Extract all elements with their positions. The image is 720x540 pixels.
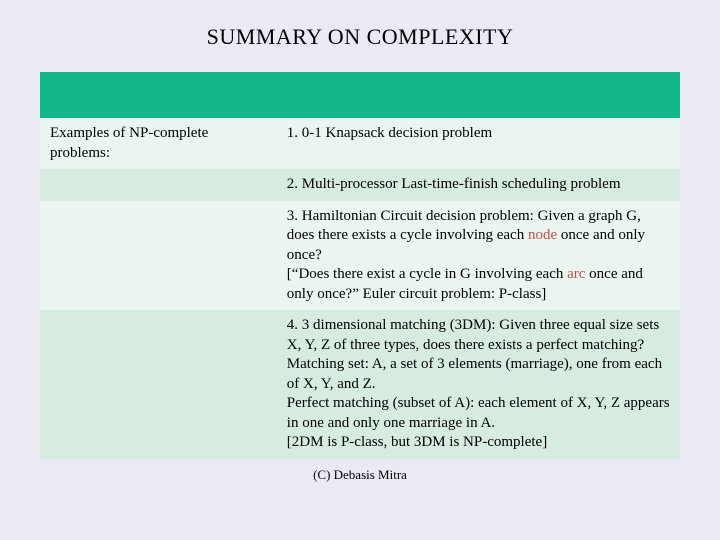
table-row: 2. Multi-processor Last-time-finish sche… — [40, 169, 680, 201]
slide: SUMMARY ON COMPLEXITY Examples of NP-com… — [0, 0, 720, 540]
header-cell-right — [277, 72, 680, 118]
table-row: 4. 3 dimensional matching (3DM): Given t… — [40, 310, 680, 459]
highlight-node: node — [528, 227, 557, 243]
cell-hamiltonian: 3. Hamiltonian Circuit decision problem:… — [277, 201, 680, 311]
cell-empty — [40, 201, 277, 311]
text-segment: [“Does there exist a cycle in G involvin… — [287, 266, 567, 282]
complexity-table: Examples of NP-complete problems: 1. 0-1… — [40, 72, 680, 459]
cell-empty — [40, 310, 277, 459]
footer-copyright: (C) Debasis Mitra — [40, 467, 680, 483]
text-segment: [2DM is P-class, but 3DM is NP-complete] — [287, 434, 547, 450]
table-row: 3. Hamiltonian Circuit decision problem:… — [40, 201, 680, 311]
cell-3dm: 4. 3 dimensional matching (3DM): Given t… — [277, 310, 680, 459]
table-row: Examples of NP-complete problems: 1. 0-1… — [40, 118, 680, 169]
cell-multiprocessor: 2. Multi-processor Last-time-finish sche… — [277, 169, 680, 201]
text-segment: 4. 3 dimensional matching (3DM): Given t… — [287, 317, 659, 353]
text-segment: Matching set: A, a set of 3 elements (ma… — [287, 356, 662, 392]
cell-knapsack: 1. 0-1 Knapsack decision problem — [277, 118, 680, 169]
table-header-row — [40, 72, 680, 118]
highlight-arc: arc — [567, 266, 585, 282]
cell-examples-label: Examples of NP-complete problems: — [40, 118, 277, 169]
header-cell-left — [40, 72, 277, 118]
cell-empty — [40, 169, 277, 201]
slide-title: SUMMARY ON COMPLEXITY — [40, 24, 680, 50]
text-segment: Perfect matching (subset of A): each ele… — [287, 395, 670, 431]
